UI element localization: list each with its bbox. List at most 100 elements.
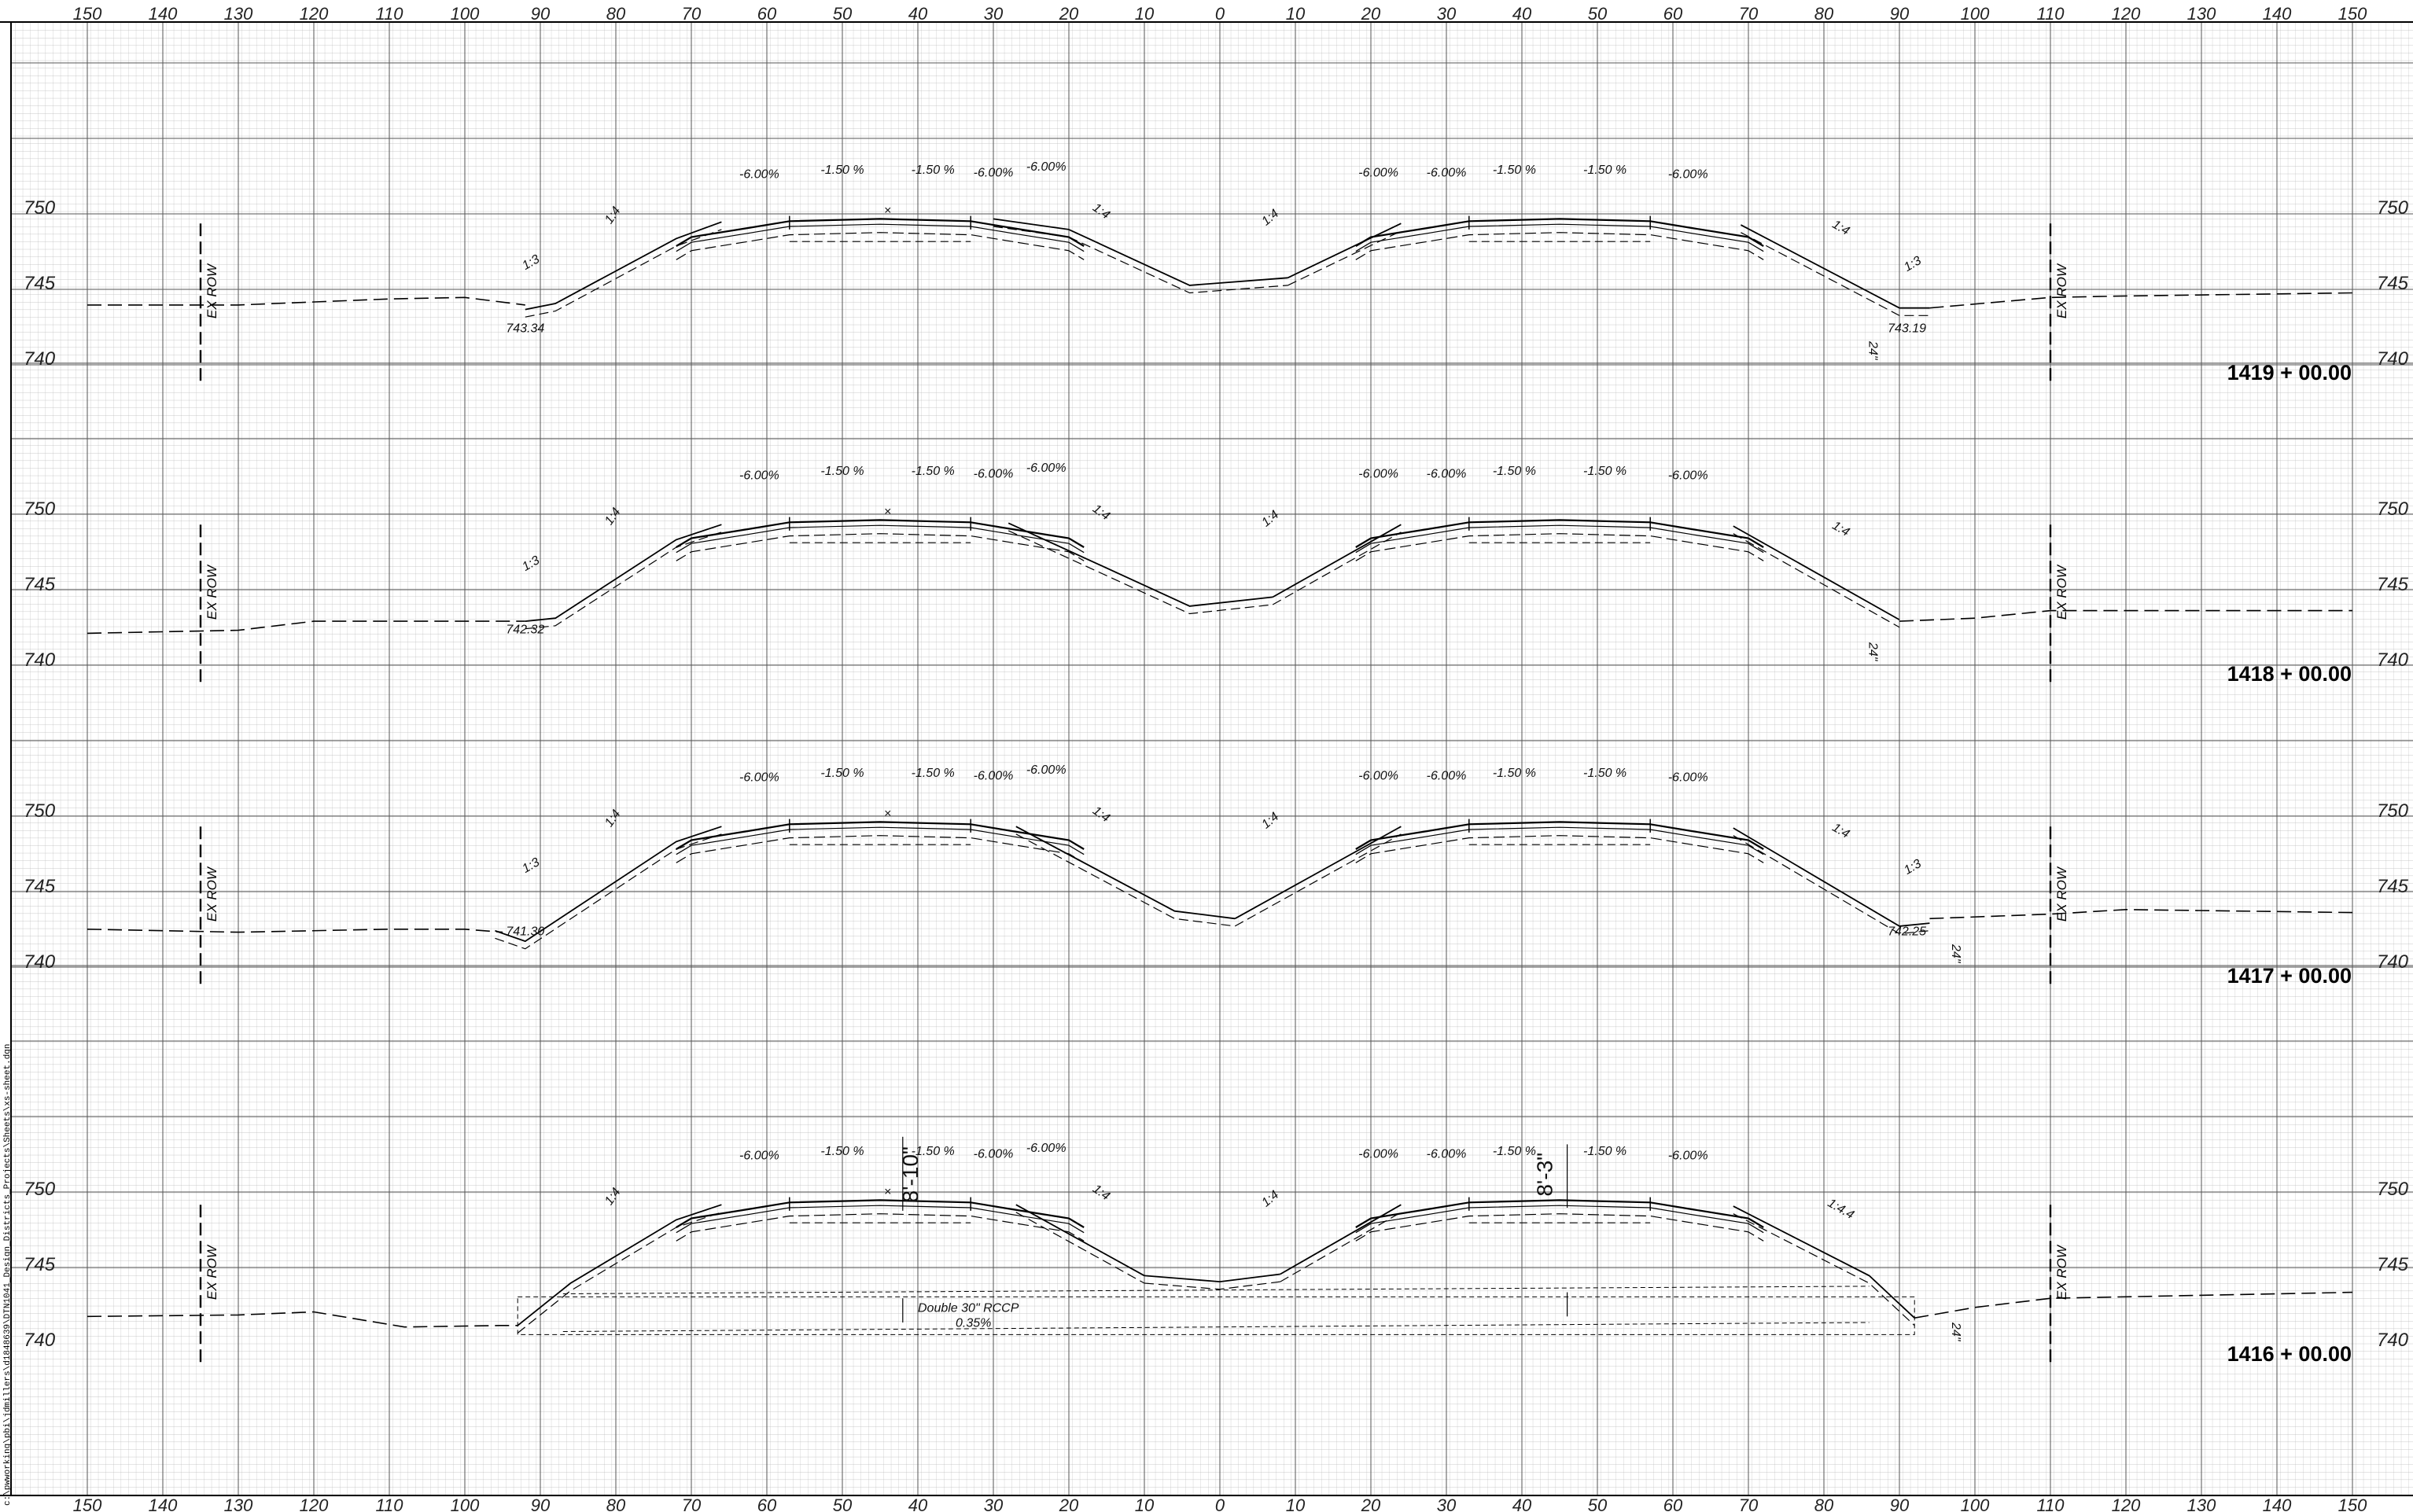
x-axis-label-bottom: 70: [682, 1495, 702, 1512]
x-axis-label-top: 140: [149, 4, 178, 24]
x-axis-label-bottom: 40: [908, 1495, 928, 1512]
elevation-label-left: 745: [24, 574, 56, 595]
elevation-label-left: 750: [24, 197, 56, 219]
x-axis-label-top: 110: [375, 4, 403, 24]
roadway-template: [676, 1197, 1085, 1242]
existing-ground-right: [1914, 1291, 2353, 1319]
grade-label: -6.00%: [1427, 770, 1467, 783]
elevation-label-left: 750: [24, 800, 56, 822]
ex-row-label: EX ROW: [204, 866, 219, 922]
culvert: Double 30" RCCP 0.35% 8'-10" 8'-3": [517, 1136, 1915, 1335]
pipe-label: 24": [1866, 340, 1880, 361]
station-label: 1416 + 00.00: [2227, 1342, 2352, 1366]
x-axis-label-top: 10: [1135, 4, 1155, 24]
elevation-label-left: 745: [24, 1254, 56, 1275]
x-axis-label-bottom: 120: [300, 1495, 329, 1512]
x-axis-label-bottom: 90: [531, 1495, 551, 1512]
proposed-slope: [525, 524, 722, 622]
existing-ground-right: [1929, 292, 2353, 309]
proposed-slope-offset: [525, 532, 722, 630]
station-label: 1417 + 00.00: [2227, 964, 2352, 988]
elevation-label-right: 750: [2377, 197, 2409, 219]
roadway-template: [676, 819, 1085, 863]
grade-label: -6.00%: [739, 771, 779, 785]
culvert-label: Double 30" RCCP: [918, 1302, 1019, 1315]
proposed-slope: [1288, 223, 1402, 279]
station-label: 1419 + 00.00: [2227, 361, 2352, 384]
pipe-label: 24": [1949, 944, 1962, 964]
x-axis-label-top: 80: [1814, 4, 1834, 24]
x-axis-label-bottom: 10: [1135, 1495, 1155, 1512]
proposed-slope: [1008, 522, 1273, 607]
ex-row-label: EX ROW: [2054, 1244, 2069, 1300]
grade-label: -6.00%: [1358, 1148, 1398, 1161]
grade-label: -6.00%: [739, 469, 779, 483]
elevation-label-left: 750: [24, 498, 56, 520]
culvert-bottom: [562, 1322, 1870, 1332]
x-axis-label-bottom: 80: [606, 1495, 626, 1512]
existing-ground-left: [87, 296, 525, 306]
subgrade-line: [1355, 232, 1764, 260]
grade-label: -1.50 %: [1583, 767, 1626, 780]
pavement-layer: [676, 223, 1085, 252]
proposed-slope-offset: [1280, 1212, 1402, 1282]
pavement-layer: [676, 524, 1085, 554]
grade-label: -6.00%: [1026, 763, 1067, 777]
station-axes: 1501501401401301301201201101101001009090…: [73, 4, 2367, 1512]
grade-label: -1.50 %: [1583, 1145, 1626, 1158]
elevation-label-right: 745: [2377, 273, 2409, 294]
pipe-label: 24": [1866, 642, 1880, 662]
x-axis-label-bottom: 20: [1059, 1495, 1079, 1512]
x-axis-label-bottom: 130: [2187, 1495, 2216, 1512]
grade-label: -1.50 %: [820, 465, 864, 478]
x-axis-label-top: 40: [908, 4, 928, 24]
x-axis-label-top: 0: [1215, 4, 1225, 24]
roadway-template: [676, 215, 1085, 260]
x-axis-label-bottom: 110: [2036, 1495, 2065, 1512]
proposed-slope: [1068, 229, 1288, 286]
centerline-mark: ×: [884, 506, 891, 519]
x-axis-label-bottom: 30: [1437, 1495, 1457, 1512]
grade-label: -1.50 %: [1493, 1145, 1536, 1158]
pavement-top: [1355, 218, 1764, 247]
roadway-template: [1355, 517, 1764, 561]
x-axis-label-top: 30: [1437, 4, 1457, 24]
cross-sections: 750 750 745 745 740 740 1419 + 00.00 × EX ROW EX …: [24, 160, 2409, 1366]
x-axis-label-bottom: 50: [833, 1495, 853, 1512]
grade-label: -6.00%: [1427, 468, 1467, 481]
x-axis-label-top: 70: [682, 4, 702, 24]
grade-label: -6.00%: [1358, 167, 1398, 180]
ex-row-label: EX ROW: [2054, 263, 2069, 318]
x-axis-label-top: 100: [451, 4, 480, 24]
proposed-slope: [1733, 525, 1900, 620]
proposed-slope: [495, 826, 722, 943]
x-axis-label-bottom: 20: [1361, 1495, 1381, 1512]
x-axis-label-top: 20: [1361, 4, 1381, 24]
centerline-mark: ×: [884, 1186, 891, 1199]
elevation-label-left: 740: [24, 649, 56, 671]
cross-section-1: 750 750 745 745 740 740 1419 + 00.00 × EX ROW EX …: [24, 160, 2409, 384]
grade-label: -6.00%: [1668, 469, 1708, 483]
proposed-slope-offset: [1015, 1212, 1145, 1284]
existing-ground-left: [87, 620, 525, 635]
x-axis-label-bottom: 130: [224, 1495, 253, 1512]
x-axis-label-top: 40: [1512, 4, 1532, 24]
pavement-layer: [1355, 223, 1764, 252]
x-axis-label-bottom: 140: [2263, 1495, 2292, 1512]
grade-label: -1.50 %: [820, 1145, 864, 1158]
elevation-label-right: 745: [2377, 876, 2409, 897]
side-path-text: c:\pwworking\pbi\jdmillers\d1848639\DTN1…: [3, 1044, 13, 1506]
x-axis-label-top: 140: [2263, 4, 2292, 24]
x-axis-label-top: 90: [1890, 4, 1910, 24]
culvert-outline: [517, 1296, 1915, 1335]
grade-label: -6.00%: [1427, 1148, 1467, 1161]
roadway-template: [676, 517, 1085, 561]
x-axis-label-top: 50: [1588, 4, 1608, 24]
x-axis-label-bottom: 60: [757, 1495, 777, 1512]
proposed-slope: [1234, 826, 1402, 920]
grade-label: -6.00%: [1358, 468, 1398, 481]
proposed-slope-offset: [1144, 1281, 1280, 1290]
grade-label: -6.00%: [974, 770, 1014, 783]
grade-label: -6.00%: [739, 168, 779, 182]
